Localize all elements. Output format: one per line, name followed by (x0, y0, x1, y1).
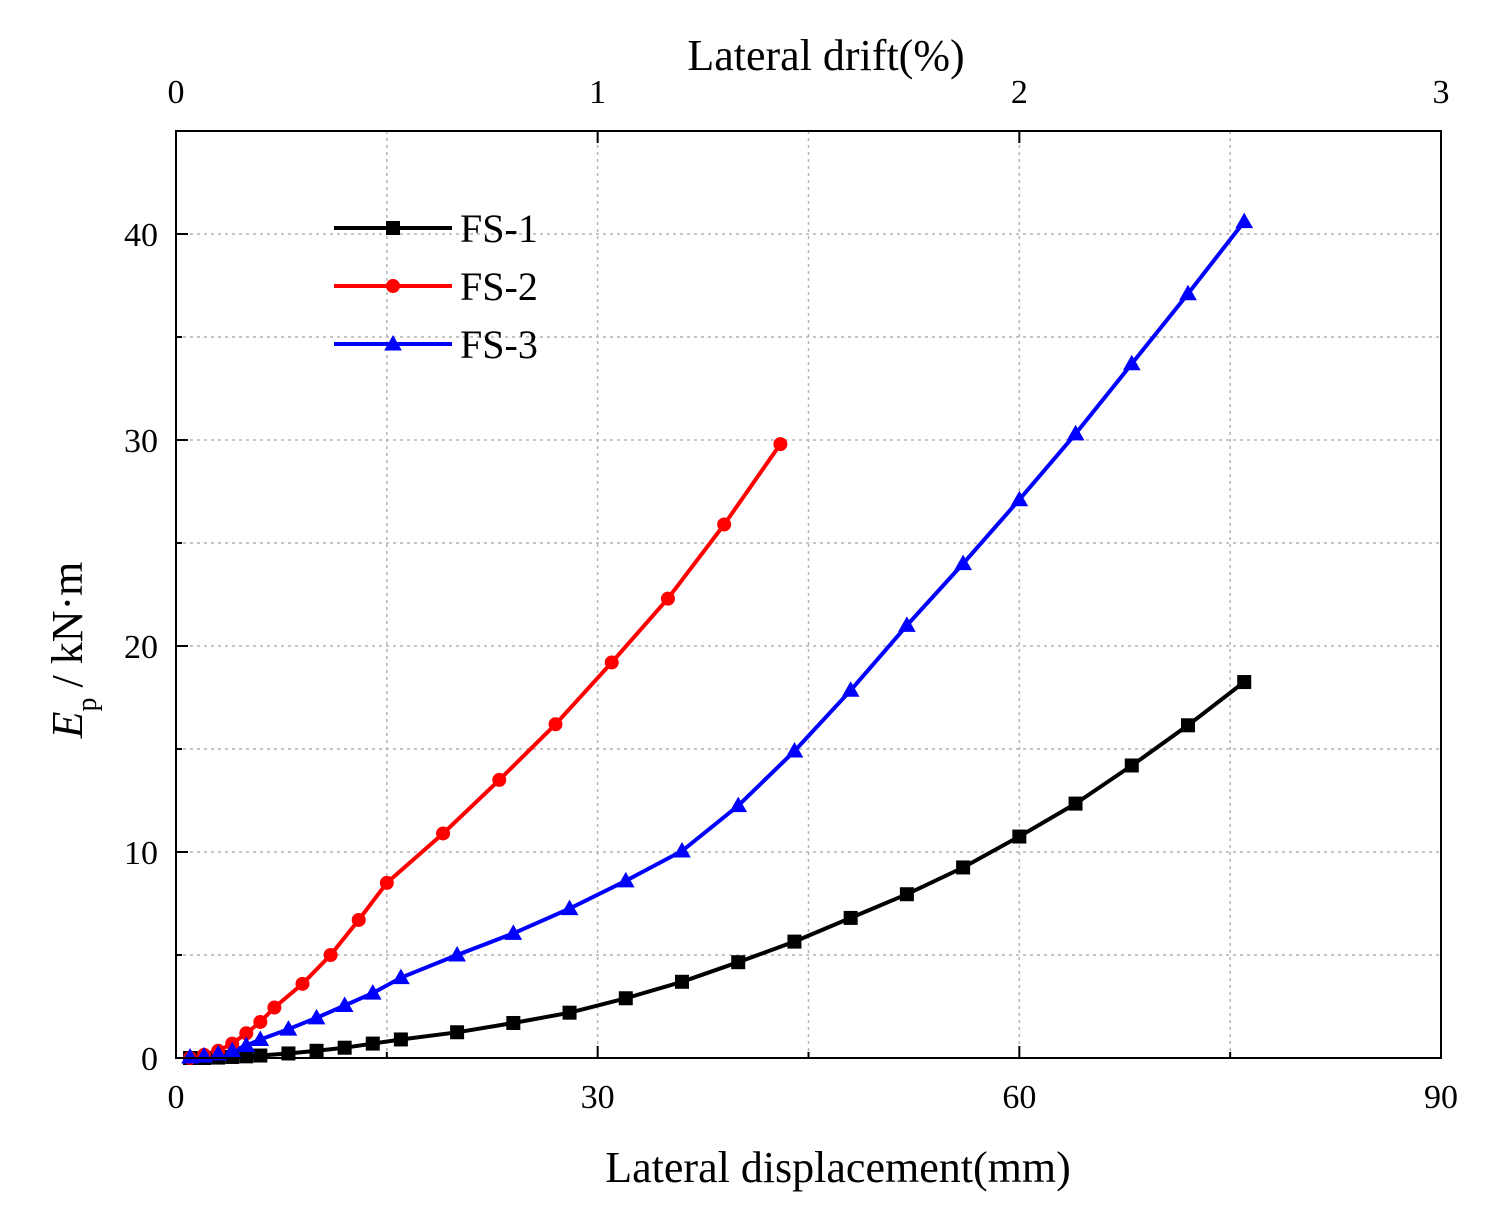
y-axis-title-unit: / kN·m (43, 562, 92, 688)
data-point-fs-3 (616, 871, 635, 888)
data-point-fs-3 (181, 1047, 199, 1064)
data-point-fs-2 (253, 1014, 268, 1029)
data-point-fs-1 (843, 910, 858, 925)
data-point-fs-1 (337, 1040, 352, 1055)
x2-tick-label: 0 (168, 74, 185, 111)
markers-layer (181, 212, 1254, 1065)
data-point-fs-3 (1122, 354, 1141, 371)
y-tick-label: 10 (124, 835, 158, 872)
data-point-fs-2 (267, 1000, 282, 1015)
data-point-fs-1 (618, 991, 633, 1006)
data-point-fs-3 (954, 554, 972, 571)
y-axis-title-subscript: p (72, 698, 103, 712)
data-point-fs-3 (1066, 424, 1085, 441)
x-tick-label: 30 (581, 1079, 615, 1116)
y-tick-label: 40 (124, 217, 158, 254)
data-point-fs-2 (660, 591, 675, 606)
data-point-fs-1 (309, 1043, 324, 1058)
data-point-fs-3 (841, 681, 860, 697)
x2-axis-title: Lateral drift(%) (687, 31, 964, 80)
x2-tick-label: 2 (1011, 74, 1028, 111)
data-point-fs-2 (492, 772, 507, 787)
x-axis-title: Lateral displacement(mm) (605, 1143, 1070, 1192)
data-point-fs-3 (223, 1041, 242, 1058)
data-point-fs-1 (787, 934, 802, 949)
data-point-fs-3 (237, 1036, 256, 1053)
data-point-fs-3 (448, 945, 466, 962)
x-tick-label: 0 (168, 1079, 185, 1116)
x2-tick-label: 1 (589, 74, 606, 111)
data-point-fs-1 (393, 1032, 408, 1047)
series-line-fs-2 (189, 442, 783, 1060)
data-point-fs-1 (1068, 796, 1083, 811)
data-point-fs-3 (307, 1008, 326, 1025)
data-point-fs-1 (450, 1025, 465, 1040)
data-point-fs-2 (717, 517, 732, 532)
data-point-fs-3 (363, 984, 382, 1000)
data-point-fs-2 (295, 976, 310, 991)
series-layer (189, 220, 1246, 1060)
data-point-fs-3 (560, 899, 579, 916)
data-point-fs-1 (956, 860, 971, 875)
grid-lines (176, 131, 1441, 1058)
legend-marker-fs-3 (384, 334, 402, 351)
data-point-fs-1 (899, 887, 914, 902)
data-point-fs-3 (392, 968, 410, 985)
data-point-fs-2 (773, 437, 788, 452)
x-tick-label: 90 (1424, 1079, 1458, 1116)
y-tick-label: 0 (141, 1041, 158, 1078)
data-point-fs-3 (1235, 212, 1254, 229)
legend: FS-1 FS-2 FS-3 (334, 206, 538, 367)
data-point-fs-3 (209, 1044, 228, 1061)
data-point-fs-1 (253, 1048, 268, 1063)
y-tick-label: 20 (124, 629, 158, 666)
data-point-fs-3 (729, 796, 748, 813)
data-point-fs-1 (1124, 758, 1139, 773)
data-point-fs-3 (251, 1030, 270, 1046)
data-point-fs-2 (548, 717, 563, 732)
legend-label-fs-2: FS-2 (460, 264, 538, 309)
data-point-fs-2 (379, 875, 394, 890)
legend-marker-fs-1 (386, 221, 400, 235)
y-axis-title: Ep / kN·m (43, 562, 103, 740)
data-point-fs-2 (436, 826, 451, 841)
data-point-fs-1 (731, 955, 746, 970)
data-point-fs-1 (506, 1015, 521, 1030)
data-point-fs-3 (898, 616, 916, 632)
data-point-fs-3 (673, 841, 691, 858)
legend-label-fs-3: FS-3 (460, 322, 538, 367)
y-tick-label: 30 (124, 423, 158, 460)
data-point-fs-1 (1181, 718, 1195, 733)
data-point-fs-1 (675, 974, 689, 989)
data-point-fs-1 (281, 1046, 296, 1061)
series-line-fs-1 (190, 680, 1246, 1060)
data-point-fs-1 (1012, 829, 1027, 844)
data-point-fs-1 (365, 1036, 380, 1051)
y-axis-title-symbol: E (43, 711, 92, 739)
data-point-fs-2 (323, 948, 338, 962)
data-point-fs-3 (504, 924, 523, 940)
x-tick-label: 60 (1002, 1079, 1036, 1116)
data-point-fs-3 (335, 996, 354, 1012)
axis-ticks (175, 131, 1442, 1059)
legend-marker-fs-2 (386, 279, 400, 293)
data-point-fs-1 (562, 1005, 577, 1020)
data-point-fs-2 (604, 655, 619, 670)
data-point-fs-2 (351, 912, 366, 927)
data-point-fs-3 (1179, 284, 1197, 301)
data-point-fs-1 (1237, 675, 1252, 690)
data-point-fs-3 (1010, 490, 1029, 507)
data-point-fs-3 (785, 742, 804, 758)
legend-label-fs-1: FS-1 (460, 206, 538, 251)
x2-tick-label: 3 (1433, 74, 1450, 111)
data-point-fs-3 (279, 1020, 298, 1036)
